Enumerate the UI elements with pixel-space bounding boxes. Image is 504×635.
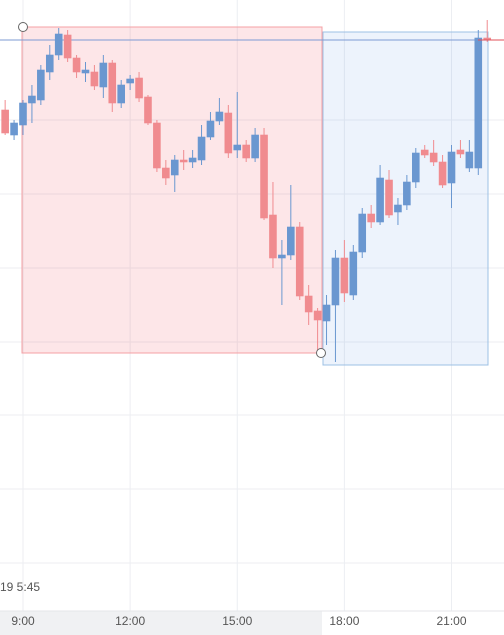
handle[interactable] [316, 348, 326, 358]
candle-body [170, 159, 179, 176]
x-tick-label: 21:00 [436, 614, 466, 628]
candle-body [117, 84, 125, 104]
candle-body [197, 136, 206, 161]
candle-body [251, 134, 259, 159]
candle-body [108, 62, 117, 104]
candle-body [465, 151, 474, 169]
candle-body [269, 214, 277, 259]
time-axis: 9:00 12:00 15:00 18:00 21:00 [11, 614, 467, 628]
candle-body [438, 161, 447, 186]
time-axis-range [0, 611, 322, 635]
candle-body [376, 177, 384, 223]
candle-body [349, 251, 358, 296]
stop-zone[interactable] [21, 26, 323, 354]
candle-body [295, 226, 304, 297]
candle-body [242, 144, 250, 159]
candle-body [394, 204, 402, 213]
candle-body [260, 134, 268, 219]
candle-body [385, 179, 393, 216]
candle-body [447, 151, 456, 184]
candle-body [144, 96, 152, 124]
candle-body [37, 69, 45, 101]
candle-body [322, 304, 331, 322]
candle-body [420, 149, 429, 156]
candles [1, 20, 492, 362]
candle-body [10, 122, 18, 136]
candle-body [1, 109, 9, 134]
candle-body [233, 144, 242, 151]
x-tick-label: 9:00 [11, 614, 35, 628]
candle-body [224, 112, 233, 154]
candle-body [54, 33, 63, 56]
candle-body [278, 254, 286, 259]
candle-body [340, 257, 349, 294]
candle-body [81, 69, 90, 74]
candle-body [126, 78, 134, 84]
candle-body [358, 213, 367, 253]
candle-body [188, 157, 197, 163]
candle-body [215, 111, 224, 122]
x-tick-label: 15:00 [222, 614, 252, 628]
candle-body [153, 122, 161, 169]
candle-body [313, 310, 322, 321]
handle[interactable] [18, 22, 28, 32]
candle-body [456, 149, 465, 155]
candle-body [429, 152, 438, 163]
candle-body [331, 257, 340, 306]
candle-body [304, 295, 313, 313]
candle-body [135, 77, 143, 99]
candle-body [162, 167, 170, 179]
candle-body [63, 34, 72, 59]
candle-body [474, 37, 483, 169]
candle-body [90, 71, 99, 87]
candle-body [19, 102, 27, 126]
candle-body [179, 159, 188, 163]
x-tick-label: 12:00 [115, 614, 145, 628]
corner-label: 19 5:45 [0, 580, 40, 594]
candle-body [367, 213, 375, 223]
candle-body [411, 152, 420, 183]
candle-body [45, 54, 54, 73]
candle-body [287, 226, 295, 256]
candle-body [99, 62, 108, 88]
x-tick-label: 18:00 [329, 614, 359, 628]
horizontal-grid [0, 119, 504, 564]
candle-body [72, 57, 81, 73]
candle-body [403, 181, 411, 206]
candle-body [28, 95, 36, 104]
candle-body [206, 120, 215, 138]
